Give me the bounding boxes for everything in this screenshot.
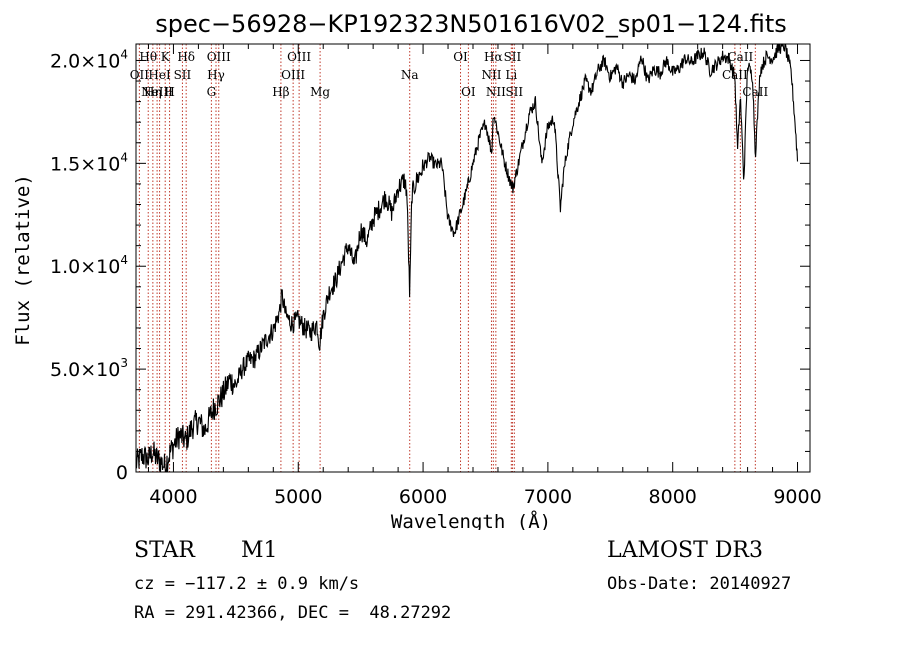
x-tick-label: 8000 (649, 486, 697, 508)
line-label-24: SII (505, 85, 523, 99)
y-tick-mantissa: 1.0×10 (50, 256, 120, 278)
line-label-22: Li (505, 68, 517, 82)
redshift-velocity: cz = −117.2 ± 0.9 km/s (134, 574, 360, 594)
plot-frame (135, 43, 811, 473)
line-label-9: G (207, 85, 217, 99)
coordinates: RA = 291.42366, DEC = 48.27292 (134, 603, 452, 623)
line-label-2: Hη (144, 85, 162, 99)
spectral-line-markers (138, 44, 756, 472)
line-label-3: NeIII (141, 85, 173, 99)
y-tick-label: 0 (116, 462, 128, 484)
x-tick-label: 6000 (399, 486, 447, 508)
line-label-26: CaII (727, 50, 753, 64)
line-label-27: CaII (742, 85, 768, 99)
y-tick-exponent: 3 (120, 356, 128, 370)
line-label-17: OI (453, 50, 468, 64)
observation-date: Obs-Date: 20140927 (607, 574, 792, 594)
y-axis-title: Flux (relative) (12, 174, 34, 346)
x-tick-label: 7000 (524, 486, 572, 508)
x-tick-label: 4000 (149, 486, 197, 508)
line-label-11: OIII (207, 50, 231, 64)
y-tick-exponent: 4 (120, 150, 128, 164)
line-label-18: OI (461, 85, 476, 99)
y-tick-label: 5.0×103 (50, 356, 128, 381)
line-label-5: K (161, 50, 171, 64)
y-tick-label: 2.0×104 (50, 47, 128, 72)
line-label-0: OII (130, 68, 150, 82)
line-label-20: Hα (484, 50, 503, 64)
y-tick-exponent: 4 (120, 47, 128, 61)
line-label-25: CaII (722, 68, 748, 82)
object-class: STAR (134, 538, 195, 563)
y-tick-mantissa: 5.0×10 (50, 359, 120, 381)
line-label-6: H (164, 85, 174, 99)
line-label-14: OIII (287, 50, 311, 64)
line-label-4: HeI (148, 68, 171, 82)
y-tick-mantissa: 1.5×10 (50, 153, 120, 175)
line-label-1: Hθ (139, 50, 157, 64)
x-axis: 4000 5000 6000 7000 8000 9000 (147, 44, 822, 508)
survey-label: LAMOST DR3 (607, 538, 763, 563)
chart-title: spec−56928−KP192323N501616V02_sp01−124.f… (155, 10, 786, 38)
spectrum-chart: spec−56928−KP192323N501616V02_sp01−124.f… (12, 10, 822, 530)
line-label-23: SII (504, 50, 522, 64)
line-label-13: OIII (281, 68, 305, 82)
object-subclass: M1 (241, 538, 278, 563)
spectral-line-labels: OIIHθHηNeIIIHeIKHSIIHδGHγOIIIHβOIIIOIIIM… (130, 50, 769, 99)
line-label-7: SII (174, 68, 192, 82)
line-label-15: Mg (310, 85, 330, 99)
x-tick-label: 5000 (274, 486, 322, 508)
line-label-21: NII (486, 85, 506, 99)
line-label-19: NII (481, 68, 501, 82)
line-label-8: Hδ (177, 50, 195, 64)
x-tick-label: 9000 (773, 486, 821, 508)
y-tick-exponent: 4 (120, 253, 128, 267)
line-label-10: Hγ (207, 68, 225, 82)
line-label-12: Hβ (272, 85, 289, 99)
x-axis-title: Wavelength (Å) (391, 510, 551, 530)
line-label-16: Na (401, 68, 419, 82)
y-tick-label: 1.5×104 (50, 150, 128, 175)
spectrum-line (135, 43, 799, 473)
y-tick-mantissa: 2.0×10 (50, 50, 120, 72)
y-tick-label: 1.0×104 (50, 253, 128, 278)
y-tick-mantissa: 0 (116, 462, 128, 484)
